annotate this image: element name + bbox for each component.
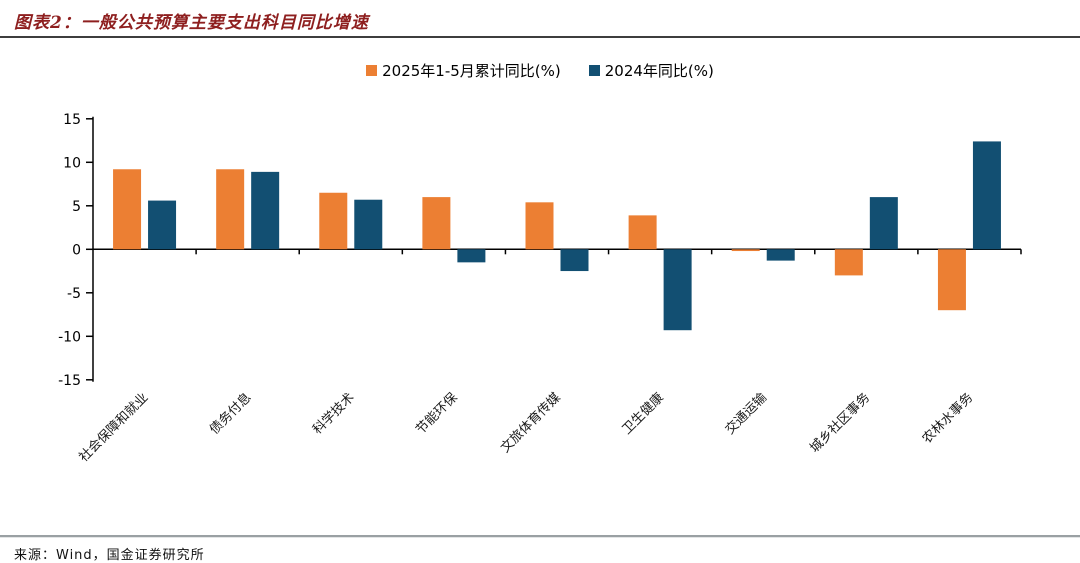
bar-series-0-4: [525, 202, 554, 250]
bar-series-1-2: [354, 199, 383, 250]
x-category-label: 社会保障和就业: [76, 390, 152, 466]
x-category-label: 交通运输: [722, 390, 770, 438]
y-tick-label: 15: [63, 112, 81, 128]
chart-legend: 2025年1-5月累计同比(%) 2024年同比(%): [0, 60, 1080, 81]
footer-source: 来源：Wind，国金证券研究所: [14, 548, 205, 563]
bar-series-1-3: [457, 249, 486, 263]
x-category-label: 卫生健康: [619, 390, 667, 438]
y-tick-label: -5: [67, 286, 81, 302]
bar-series-1-5: [663, 249, 692, 331]
x-category-label: 债务付息: [206, 390, 254, 438]
bar-series-0-1: [216, 169, 245, 250]
chart-title: 图表2：一般公共预算主要支出科目同比增速: [14, 13, 369, 33]
legend-item-2024: 2024年同比(%): [588, 60, 714, 81]
bar-series-1-0: [148, 200, 177, 250]
bar-series-0-2: [319, 192, 348, 250]
bar-series-0-8: [937, 249, 966, 311]
legend-item-2025: 2025年1-5月累计同比(%): [366, 60, 561, 81]
bar-series-1-1: [251, 171, 280, 250]
legend-swatch-2024: [588, 65, 600, 76]
y-tick-label: 5: [72, 199, 81, 215]
legend-swatch-2025: [366, 65, 378, 76]
x-category-label: 节能环保: [413, 390, 460, 437]
bar-series-1-4: [560, 249, 589, 272]
y-tick-label: 10: [63, 155, 81, 171]
bar-series-1-8: [972, 141, 1001, 250]
y-tick-label: 0: [72, 242, 81, 258]
x-category-label: 城乡社区事务: [807, 390, 873, 456]
x-category-label: 农林水事务: [919, 390, 976, 447]
bar-series-0-6: [731, 249, 760, 252]
legend-label-2025: 2025年1-5月累计同比(%): [382, 62, 561, 80]
bar-series-0-7: [834, 249, 863, 276]
bar-series-1-6: [766, 249, 795, 261]
title-divider: [0, 36, 1080, 38]
footer-divider: [0, 535, 1080, 538]
bar-series-0-3: [422, 197, 451, 250]
bar-series-0-0: [113, 169, 142, 250]
x-category-label: 科学技术: [310, 390, 358, 438]
x-category-label: 文旅体育传媒: [497, 390, 563, 456]
y-tick-label: -15: [58, 373, 81, 389]
legend-label-2024: 2024年同比(%): [604, 62, 714, 80]
bar-series-0-5: [628, 215, 657, 250]
bar-series-1-7: [869, 197, 898, 250]
y-tick-label: -10: [58, 329, 81, 345]
